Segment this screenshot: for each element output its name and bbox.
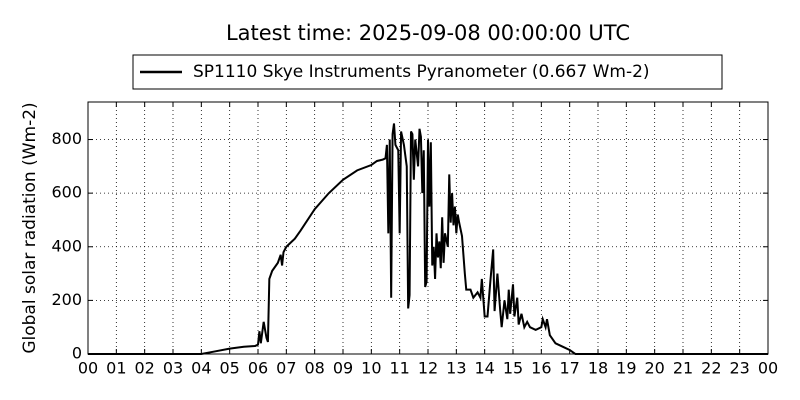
y-tick-label: 200: [51, 290, 82, 309]
x-tick-label: 06: [248, 359, 268, 378]
x-tick-label: 20: [644, 359, 664, 378]
x-tick-label: 18: [588, 359, 608, 378]
x-tick-label: 14: [474, 359, 494, 378]
x-tick-label: 10: [361, 359, 381, 378]
x-tick-label: 07: [276, 359, 296, 378]
x-tick-label: 01: [106, 359, 126, 378]
x-tick-label: 00: [758, 359, 778, 378]
legend-label: SP1110 Skye Instruments Pyranometer (0.6…: [193, 62, 650, 82]
chart-title: Latest time: 2025-09-08 00:00:00 UTC: [226, 21, 630, 45]
x-tick-label: 03: [163, 359, 183, 378]
x-tick-label: 23: [729, 359, 749, 378]
x-tick-label: 21: [673, 359, 693, 378]
y-tick-label: 800: [51, 129, 82, 148]
y-axis-label: Global solar radiation (Wm-2): [20, 102, 40, 353]
x-tick-label: 02: [134, 359, 154, 378]
y-tick-label: 0: [72, 344, 82, 363]
plot-frame: [87, 101, 769, 355]
y-tick-label: 400: [51, 236, 82, 255]
x-tick-label: 15: [503, 359, 523, 378]
x-tick-label: 12: [418, 359, 438, 378]
x-tick-label: 09: [333, 359, 353, 378]
x-tick-label: 19: [616, 359, 636, 378]
x-tick-label: 17: [559, 359, 579, 378]
y-tick-label: 600: [51, 183, 82, 202]
x-tick-label: 00: [78, 359, 98, 378]
x-tick-label: 13: [446, 359, 466, 378]
x-tick-label: 04: [191, 359, 211, 378]
x-tick-label: 11: [389, 359, 409, 378]
data-line: [88, 123, 768, 355]
x-tick-label: 22: [701, 359, 721, 378]
x-tick-label: 05: [219, 359, 239, 378]
legend-box: [132, 54, 723, 90]
x-tick-label: 16: [531, 359, 551, 378]
x-tick-label: 08: [304, 359, 324, 378]
